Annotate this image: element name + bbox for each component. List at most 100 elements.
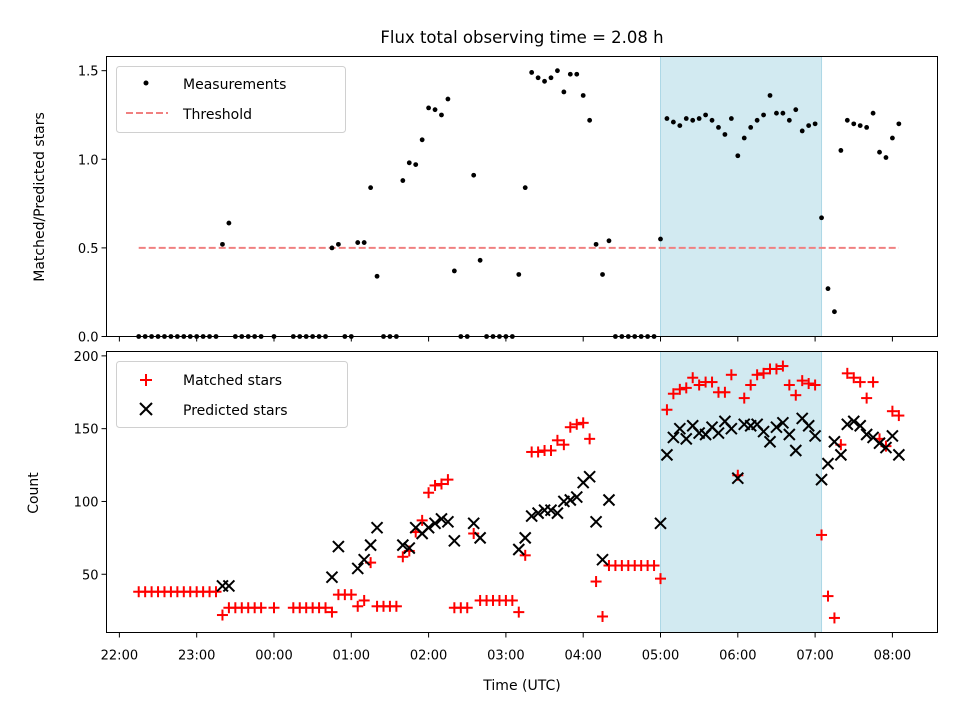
predicted-star-point: [512, 543, 525, 556]
measurement-point: [336, 241, 341, 247]
predicted-star-point: [544, 503, 558, 517]
measurement-point: [593, 241, 599, 247]
matched-star-point: [442, 474, 454, 486]
measurement-point: [374, 273, 380, 279]
measurement-point: [767, 93, 773, 98]
measurement-point: [709, 117, 715, 123]
measurement-point: [439, 112, 444, 118]
predicted-star-point: [712, 426, 725, 440]
matched-star-point: [893, 410, 905, 422]
bottom-panel: 50 100 150 200 22:00 23:00 00:00 01:00 02:00 03:…: [26, 350, 938, 694]
predicted-star-point: [763, 435, 777, 448]
measurement-point: [735, 153, 741, 159]
bottom-y-tick-label: 200: [74, 350, 99, 365]
top-y-tick-label: 1.5: [78, 65, 99, 80]
bottom-axes-frame: [106, 351, 938, 633]
predicted-star-point: [370, 521, 384, 534]
matched-star-point: [886, 405, 898, 417]
measurement-point: [574, 71, 580, 77]
predicted-star-point: [834, 448, 848, 462]
predicted-star-point: [596, 553, 609, 566]
bottom-y-axis-label: Count: [26, 472, 42, 514]
matched-star-point: [680, 382, 692, 394]
measurement-point: [432, 107, 438, 113]
measurement-point: [451, 268, 457, 274]
matched-star-point: [758, 367, 770, 379]
predicted-star-point: [551, 506, 564, 520]
measurement-point: [445, 96, 451, 102]
predicted-star-point: [731, 471, 745, 485]
top-y-axis-label: Matched/Predicted stars: [32, 112, 48, 282]
matched-star-point: [358, 594, 370, 606]
matched-star-point: [597, 610, 609, 622]
matched-star-point: [693, 379, 705, 391]
top-y-tick-label: 0.0: [78, 331, 99, 346]
top-axes-frame: [106, 56, 938, 337]
matched-star-point: [674, 383, 686, 395]
legend-measurements-label: Measurements: [183, 77, 286, 93]
measurement-point: [683, 116, 689, 121]
measurement-point: [426, 105, 431, 111]
measurement-point: [548, 75, 554, 81]
measurement-point: [793, 107, 799, 113]
predicted-star-point: [879, 441, 893, 454]
x-tick-label: 22:00: [101, 649, 138, 664]
predicted-star-point: [815, 473, 828, 486]
measurement-point: [658, 236, 663, 242]
measurement-point: [368, 185, 374, 191]
predicted-star-point: [828, 435, 841, 448]
matched-star-point: [661, 404, 673, 416]
predicted-star-point: [660, 448, 674, 462]
matched-stars-points: [133, 360, 905, 624]
matched-star-point: [841, 367, 853, 379]
measurement-point: [780, 110, 786, 116]
x-tick-label: 02:00: [410, 649, 447, 664]
matched-star-point: [854, 376, 866, 388]
matched-star-point: [738, 392, 750, 404]
measurement-point: [529, 70, 535, 75]
matched-star-point: [667, 388, 679, 400]
matched-star-point: [822, 590, 834, 602]
matched-star-point: [577, 417, 589, 429]
matched-star-point: [545, 445, 557, 457]
bottom-y-tick-label: 150: [74, 423, 99, 438]
top-y-ticks: 0.0 0.5 1.0 1.5: [78, 65, 107, 346]
predicted-star-point: [364, 538, 377, 552]
matched-star-point: [416, 514, 428, 526]
measurement-point: [587, 117, 593, 123]
x-tick-label: 05:00: [642, 649, 679, 664]
predicted-star-point: [802, 419, 815, 432]
matched-star-point: [397, 551, 409, 563]
matched-star-point: [435, 478, 447, 490]
matched-star-point: [423, 487, 435, 499]
measurement-point: [400, 178, 406, 183]
measurement-point: [864, 124, 870, 130]
predicted-star-point: [873, 437, 886, 450]
measurement-point: [406, 160, 412, 166]
measurement-point: [600, 272, 605, 277]
predicted-star-point: [583, 470, 596, 483]
measurement-point: [696, 116, 702, 121]
measurement-point: [413, 162, 419, 168]
matched-star-point: [803, 378, 815, 390]
predicted-star-point: [428, 517, 442, 530]
bottom-y-tick-label: 50: [82, 568, 99, 583]
legend-predicted-marker: [139, 402, 153, 416]
legend-threshold-label: Threshold: [182, 107, 252, 123]
predicted-star-point: [667, 431, 680, 444]
measurement-point: [329, 245, 335, 251]
predicted-star-point: [776, 416, 790, 430]
predicted-star-point: [564, 493, 577, 507]
matched-star-point: [255, 602, 267, 614]
measurement-point: [896, 121, 902, 127]
matched-star-point: [268, 602, 280, 614]
measurement-point: [355, 240, 361, 245]
top-shaded-region: [660, 56, 823, 337]
matched-star-point: [816, 529, 828, 541]
measurement-point: [419, 137, 425, 143]
top-panel: 0.0 0.5 1.0 1.5 Matched/Predicted stars Mea…: [32, 56, 938, 346]
matched-star-point: [216, 609, 228, 621]
matched-star-point: [719, 386, 731, 398]
matched-star-point: [867, 376, 879, 388]
measurement-point: [471, 172, 477, 178]
